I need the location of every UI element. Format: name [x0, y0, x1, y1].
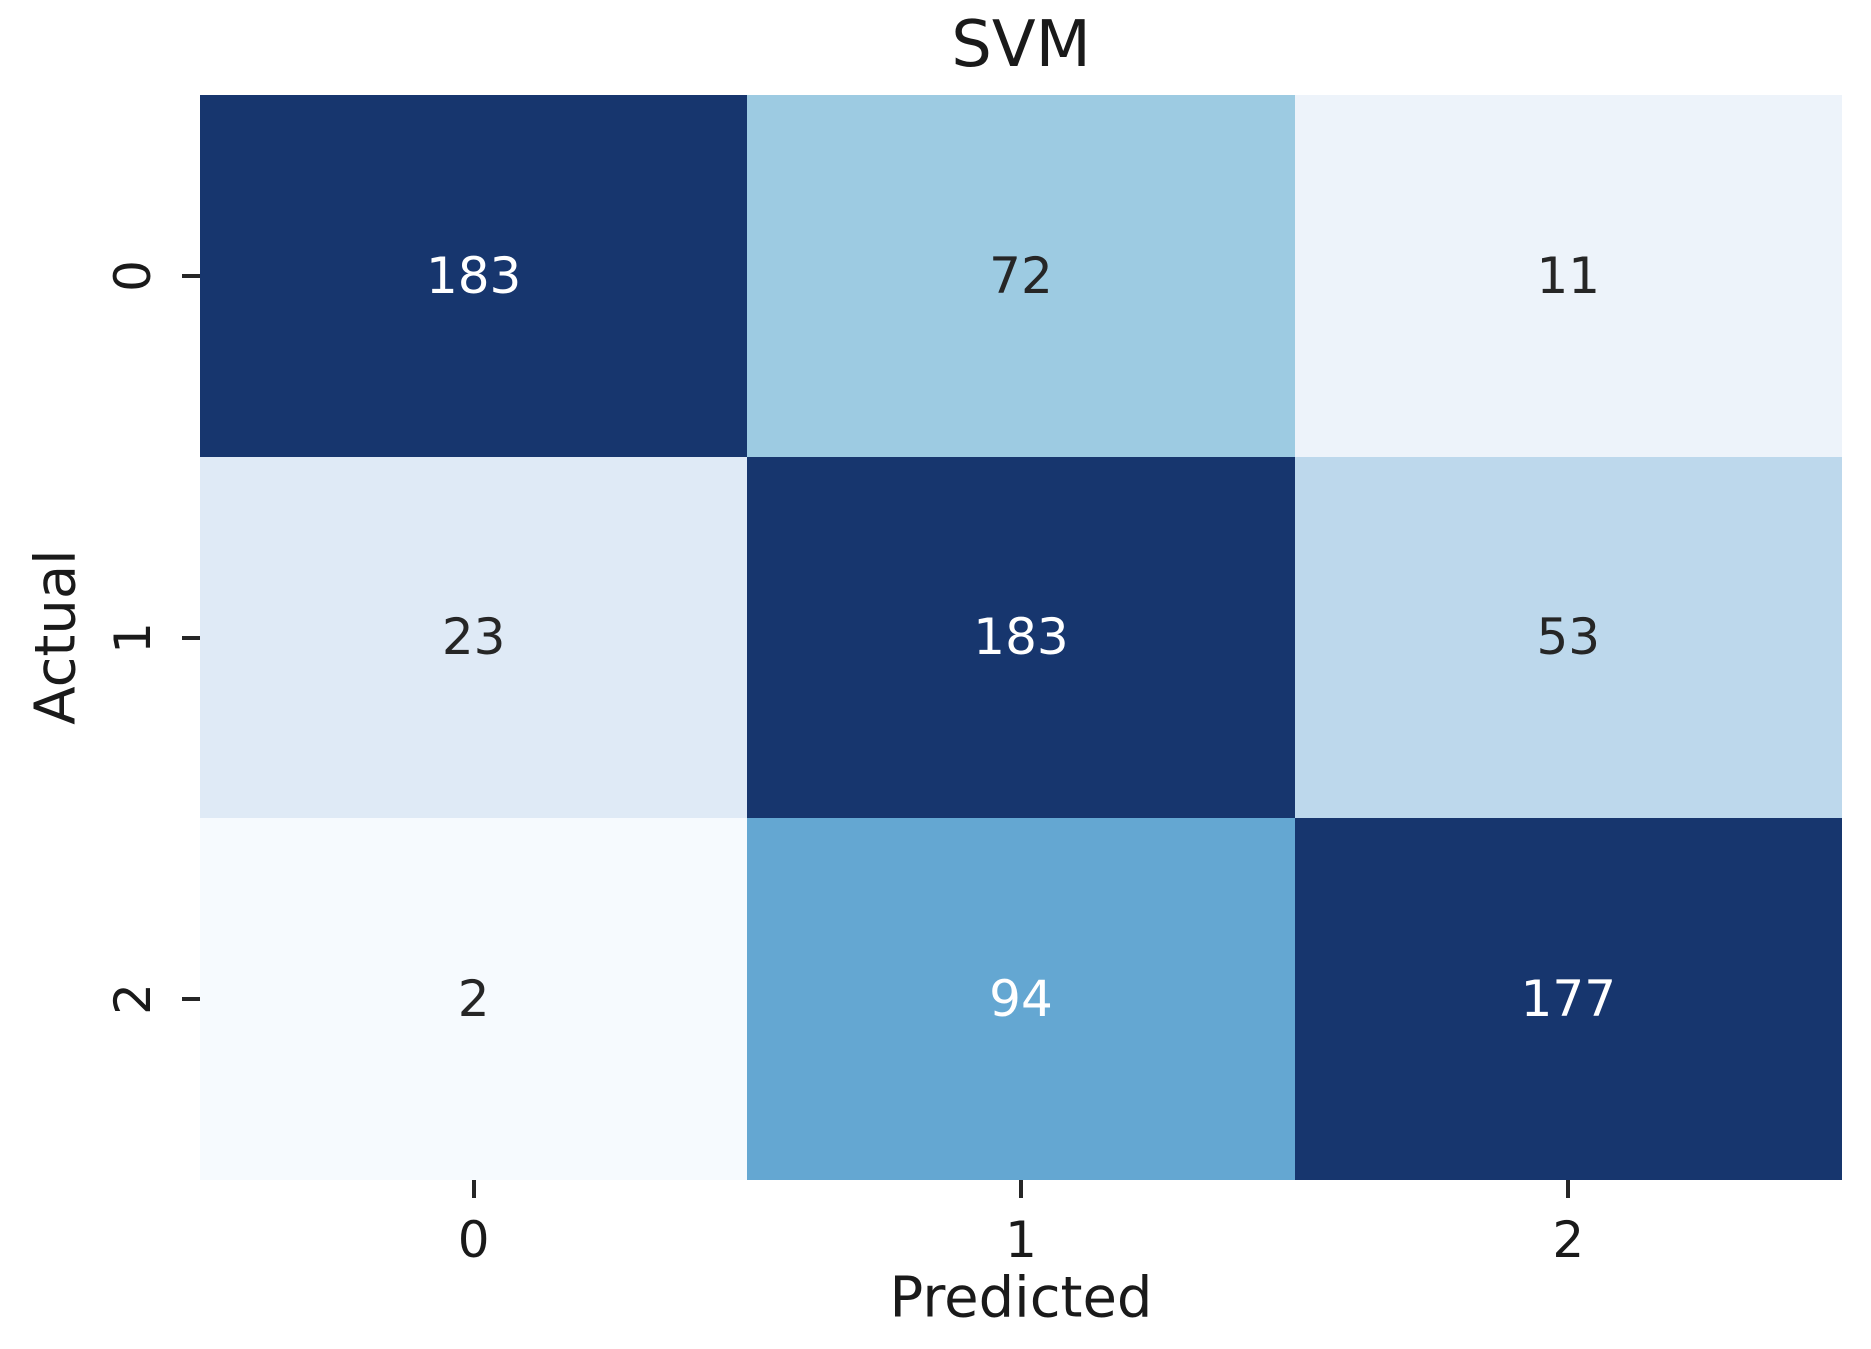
heatmap-cell: 72 — [747, 95, 1295, 457]
y-tick-mark — [182, 997, 200, 1002]
chart-title: SVM — [951, 8, 1091, 82]
x-tick-mark — [1566, 1180, 1571, 1198]
x-tick-label: 1 — [1005, 1211, 1037, 1269]
y-tick-label: 2 — [104, 983, 162, 1016]
heatmap-cell: 11 — [1294, 95, 1842, 457]
y-tick-mark — [182, 635, 200, 640]
x-tick-label: 0 — [457, 1211, 490, 1269]
y-tick-label: 1 — [104, 621, 162, 654]
heatmap-grid: 183 72 11 23 183 53 2 94 177 — [200, 95, 1842, 1180]
heatmap-cell: 94 — [747, 818, 1295, 1180]
heatmap-cell: 2 — [200, 818, 748, 1180]
x-axis-label: Predicted — [889, 1265, 1153, 1331]
y-axis-label: Actual — [23, 549, 89, 725]
heatmap-cell: 177 — [1294, 818, 1842, 1180]
heatmap-cell: 53 — [1294, 456, 1842, 819]
x-tick-label: 2 — [1552, 1211, 1585, 1269]
x-tick-mark — [471, 1180, 476, 1198]
heatmap-cell: 23 — [200, 456, 748, 819]
y-tick-mark — [182, 273, 200, 278]
y-tick-label: 0 — [104, 259, 162, 292]
x-tick-mark — [1019, 1180, 1023, 1198]
heatmap-cell: 183 — [747, 456, 1295, 819]
heatmap-cell: 183 — [200, 95, 748, 457]
